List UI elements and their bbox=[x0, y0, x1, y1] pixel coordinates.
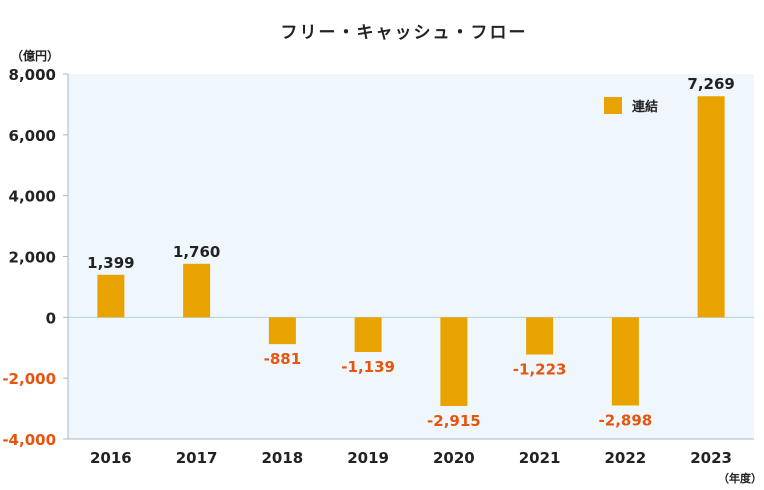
x-tick-label: 2023 bbox=[690, 449, 732, 467]
axes: 8,000 6,000 4,000 2,000 0 -2,000 -4,000 bbox=[2, 66, 754, 449]
bar-value-label: -1,223 bbox=[513, 361, 567, 379]
x-tick-label: 2018 bbox=[262, 449, 304, 467]
y-tick-label: 0 bbox=[46, 309, 56, 327]
bar-value-label: 1,760 bbox=[173, 243, 220, 261]
bar-value-label: -1,139 bbox=[341, 358, 395, 376]
legend-label: 連結 bbox=[632, 99, 658, 115]
x-tick-label: 2017 bbox=[176, 449, 218, 467]
bar bbox=[440, 317, 468, 406]
y-tick-label: 2,000 bbox=[9, 249, 56, 267]
y-tick-label: 6,000 bbox=[9, 127, 56, 145]
chart-title: フリー・キャッシュ・フロー bbox=[281, 23, 528, 43]
bar bbox=[697, 96, 725, 318]
x-tick-label: 2019 bbox=[347, 449, 389, 467]
bar-value-label: -881 bbox=[264, 350, 302, 368]
y-tick-label: 8,000 bbox=[9, 66, 56, 84]
bar-value-label: 1,399 bbox=[87, 254, 134, 272]
bar bbox=[354, 317, 382, 352]
y-unit-label: （億円） bbox=[11, 48, 59, 63]
bar-value-label: 7,269 bbox=[687, 75, 734, 93]
bar bbox=[611, 317, 639, 406]
bar bbox=[268, 317, 296, 345]
x-tick-label: 2020 bbox=[433, 449, 475, 467]
plot-area bbox=[68, 74, 754, 439]
y-tick-label: -2,000 bbox=[2, 370, 56, 388]
x-tick-label: 2016 bbox=[90, 449, 132, 467]
bar bbox=[183, 263, 211, 318]
bar-value-label: -2,898 bbox=[599, 411, 653, 429]
bar bbox=[97, 274, 125, 318]
bar bbox=[526, 317, 554, 355]
legend: 連結 bbox=[604, 97, 658, 115]
x-tick-label: 2021 bbox=[519, 449, 561, 467]
x-unit-label: （年度） bbox=[718, 471, 762, 485]
x-tick-label: 2022 bbox=[605, 449, 647, 467]
bar-value-label: -2,915 bbox=[427, 412, 481, 430]
bars: 1,399 2016 1,760 2017 -881 2018 -1,139 2019 -2,9… bbox=[87, 75, 735, 467]
legend-swatch bbox=[604, 97, 622, 114]
y-tick-label: -4,000 bbox=[2, 431, 56, 449]
y-tick-label: 4,000 bbox=[9, 188, 56, 206]
